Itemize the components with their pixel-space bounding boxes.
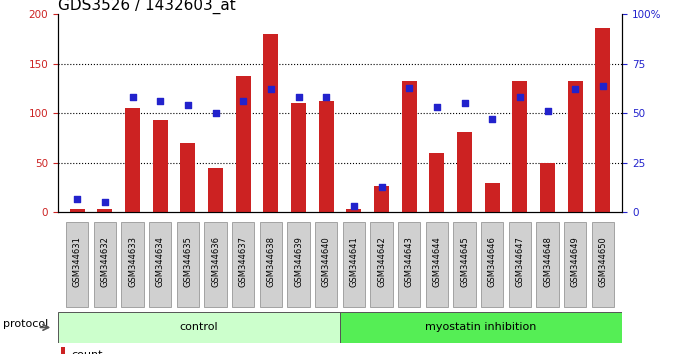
Point: [182, 103, 193, 108]
Text: GSM344642: GSM344642: [377, 236, 386, 287]
Text: GSM344644: GSM344644: [432, 236, 441, 287]
Text: GDS3526 / 1432603_at: GDS3526 / 1432603_at: [58, 0, 235, 14]
FancyBboxPatch shape: [205, 222, 226, 307]
FancyBboxPatch shape: [122, 222, 143, 307]
Text: GSM344645: GSM344645: [460, 236, 469, 287]
FancyBboxPatch shape: [315, 222, 337, 307]
Bar: [152, 120, 168, 212]
Point: [459, 101, 470, 106]
Point: [155, 98, 166, 104]
Bar: [61, 347, 65, 354]
Text: GSM344638: GSM344638: [267, 236, 275, 287]
FancyBboxPatch shape: [260, 222, 282, 307]
FancyBboxPatch shape: [454, 222, 475, 307]
Bar: [457, 132, 472, 212]
Bar: [374, 185, 389, 212]
Bar: [340, 312, 622, 343]
Point: [487, 116, 498, 122]
Text: GSM344641: GSM344641: [350, 236, 358, 287]
FancyBboxPatch shape: [343, 222, 365, 307]
Text: GSM344648: GSM344648: [543, 236, 552, 287]
Point: [376, 184, 387, 189]
Bar: [346, 210, 362, 212]
Bar: [69, 210, 85, 212]
Text: GSM344639: GSM344639: [294, 236, 303, 287]
Bar: [318, 101, 334, 212]
FancyBboxPatch shape: [177, 222, 199, 307]
Point: [542, 108, 553, 114]
Bar: [58, 312, 340, 343]
Point: [570, 87, 581, 92]
Text: GSM344640: GSM344640: [322, 236, 330, 287]
Bar: [540, 163, 555, 212]
Bar: [235, 76, 251, 212]
Text: GSM344646: GSM344646: [488, 236, 496, 287]
Bar: [568, 81, 583, 212]
Bar: [263, 34, 278, 212]
Text: GSM344643: GSM344643: [405, 236, 413, 287]
Text: GSM344650: GSM344650: [598, 236, 607, 287]
Point: [265, 87, 276, 92]
Text: GSM344634: GSM344634: [156, 236, 165, 287]
Text: GSM344635: GSM344635: [184, 236, 192, 287]
Bar: [429, 153, 445, 212]
Point: [238, 98, 249, 104]
Point: [71, 196, 82, 201]
Point: [321, 95, 332, 100]
Text: GSM344636: GSM344636: [211, 236, 220, 287]
FancyBboxPatch shape: [481, 222, 503, 307]
Text: GSM344631: GSM344631: [73, 236, 82, 287]
Text: GSM344632: GSM344632: [101, 236, 109, 287]
Bar: [402, 81, 417, 212]
Text: GSM344647: GSM344647: [515, 236, 524, 287]
Text: count: count: [71, 350, 103, 354]
FancyBboxPatch shape: [94, 222, 116, 307]
FancyBboxPatch shape: [509, 222, 531, 307]
Point: [404, 85, 415, 90]
Point: [598, 83, 609, 88]
FancyBboxPatch shape: [288, 222, 309, 307]
Text: myostatin inhibition: myostatin inhibition: [426, 322, 537, 332]
Point: [210, 110, 221, 116]
FancyBboxPatch shape: [371, 222, 392, 307]
Bar: [291, 103, 306, 212]
Point: [348, 204, 359, 209]
Point: [514, 95, 525, 100]
Text: GSM344649: GSM344649: [571, 236, 579, 287]
Point: [293, 95, 304, 100]
FancyBboxPatch shape: [564, 222, 586, 307]
Text: GSM344637: GSM344637: [239, 236, 248, 287]
Bar: [485, 183, 500, 212]
FancyBboxPatch shape: [537, 222, 558, 307]
FancyBboxPatch shape: [66, 222, 88, 307]
FancyBboxPatch shape: [426, 222, 448, 307]
Bar: [595, 28, 611, 212]
Text: GSM344633: GSM344633: [128, 236, 137, 287]
FancyBboxPatch shape: [592, 222, 614, 307]
FancyBboxPatch shape: [149, 222, 171, 307]
Bar: [512, 81, 528, 212]
Bar: [125, 108, 140, 212]
Point: [127, 95, 138, 100]
FancyBboxPatch shape: [398, 222, 420, 307]
Bar: [180, 143, 195, 212]
Bar: [208, 168, 223, 212]
Point: [99, 200, 110, 205]
Text: protocol: protocol: [3, 319, 48, 329]
Point: [431, 104, 442, 110]
Text: control: control: [180, 322, 218, 332]
Bar: [97, 210, 112, 212]
FancyBboxPatch shape: [232, 222, 254, 307]
